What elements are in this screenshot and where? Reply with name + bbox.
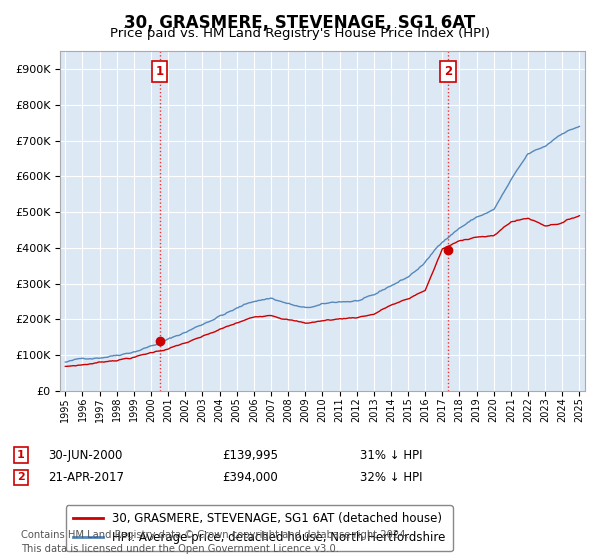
Text: Price paid vs. HM Land Registry's House Price Index (HPI): Price paid vs. HM Land Registry's House … <box>110 27 490 40</box>
Text: 31% ↓ HPI: 31% ↓ HPI <box>360 449 422 461</box>
Text: 2: 2 <box>444 65 452 78</box>
Text: 30, GRASMERE, STEVENAGE, SG1 6AT: 30, GRASMERE, STEVENAGE, SG1 6AT <box>124 14 476 32</box>
Text: £394,000: £394,000 <box>222 471 278 484</box>
Legend: 30, GRASMERE, STEVENAGE, SG1 6AT (detached house), HPI: Average price, detached : 30, GRASMERE, STEVENAGE, SG1 6AT (detach… <box>66 505 452 551</box>
Text: 1: 1 <box>17 450 25 460</box>
Text: 21-APR-2017: 21-APR-2017 <box>48 471 124 484</box>
Text: 2: 2 <box>17 473 25 483</box>
Text: 1: 1 <box>155 65 164 78</box>
Text: Contains HM Land Registry data © Crown copyright and database right 2024.
This d: Contains HM Land Registry data © Crown c… <box>21 530 409 554</box>
Text: £139,995: £139,995 <box>222 449 278 461</box>
Text: 32% ↓ HPI: 32% ↓ HPI <box>360 471 422 484</box>
Text: 30-JUN-2000: 30-JUN-2000 <box>48 449 122 461</box>
